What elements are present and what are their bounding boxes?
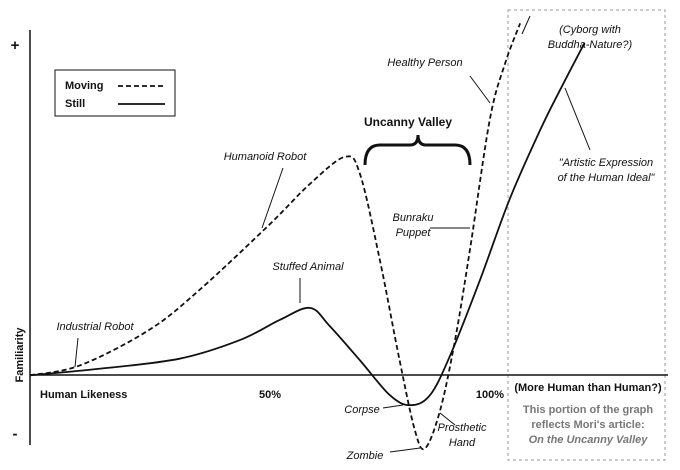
- legend-label: Still: [65, 98, 85, 110]
- annotation: Hand: [449, 437, 476, 449]
- annotation: Prosthetic: [438, 422, 487, 434]
- annotation: Humanoid Robot: [224, 151, 307, 163]
- annotation: "Artistic Expression: [559, 157, 653, 169]
- annotation: Stuffed Animal: [272, 261, 344, 273]
- y-tick-label: +: [11, 37, 20, 54]
- annotation: On the Uncanny Valley: [529, 434, 649, 446]
- series-line: [29, 42, 586, 407]
- leader-lines: [74, 15, 591, 453]
- annotation: Buddha-Nature?): [548, 39, 633, 51]
- annotation: Healthy Person: [387, 57, 462, 69]
- y-tick-label: -: [13, 426, 18, 443]
- annotation: Industrial Robot: [56, 321, 134, 333]
- annotation: Bunraku: [393, 212, 434, 224]
- annotation: Uncanny Valley: [364, 115, 452, 129]
- legend-label: Moving: [65, 80, 104, 92]
- annotation: reflects Mori's article:: [531, 419, 644, 431]
- annotation: This portion of the graph: [523, 404, 653, 416]
- annotation: (More Human than Human?): [514, 382, 662, 394]
- x-tick-label: 100%: [476, 389, 504, 401]
- highlight-box: [507, 9, 666, 461]
- annotation: of the Human Ideal": [558, 172, 656, 184]
- annotation: (Cyborg with: [559, 24, 621, 36]
- annotation: Corpse: [344, 404, 379, 416]
- y-axis-label: Familiarity: [14, 327, 26, 383]
- annotation: Zombie: [346, 450, 384, 462]
- annotation: Puppet: [396, 227, 432, 239]
- x-tick-label: 50%: [259, 389, 281, 401]
- series-line: [29, 22, 522, 451]
- brace: [363, 134, 472, 166]
- x-axis-label: Human Likeness: [40, 389, 127, 401]
- legend-box: [54, 69, 176, 117]
